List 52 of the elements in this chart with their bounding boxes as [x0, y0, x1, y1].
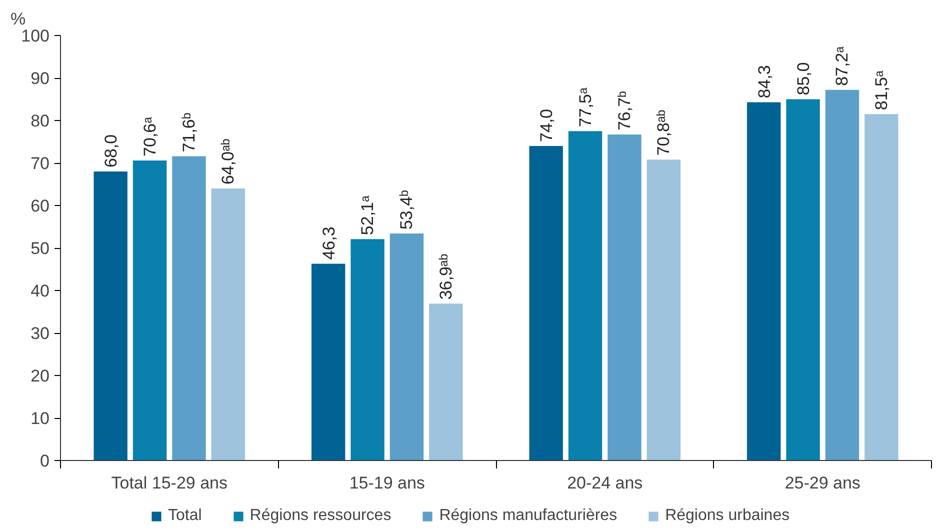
data-label: 46,3 — [319, 226, 338, 260]
bar — [172, 156, 206, 460]
data-label: 68,0 — [102, 134, 121, 168]
data-label: 77,5ᵃ — [576, 87, 595, 128]
data-label: 81,5ᵃ — [872, 70, 891, 110]
bar — [94, 172, 128, 460]
bar — [568, 131, 602, 460]
legend-label: Régions manufacturières — [439, 507, 618, 525]
y-axis-title: % — [10, 10, 26, 28]
bar — [746, 102, 781, 460]
data-label: 64,0ᵃᵇ — [218, 138, 238, 184]
data-label: 71,6ᵇ — [179, 112, 198, 152]
bar — [390, 234, 424, 460]
data-label: 76,7ᵇ — [614, 91, 634, 131]
x-tick-label: 20-24 ans — [567, 474, 643, 492]
data-label: 87,2ᵃ — [832, 46, 852, 86]
bar — [429, 304, 463, 460]
bar — [786, 99, 820, 460]
data-label: 53,4ᵇ — [397, 190, 416, 230]
y-tick-label: 70 — [30, 154, 50, 173]
y-tick-label: 0 — [40, 452, 50, 470]
bar — [646, 160, 681, 460]
legend-label: Total — [168, 507, 202, 525]
bar — [529, 146, 563, 460]
x-tick-label: 15-19 ans — [349, 474, 425, 492]
y-tick-label: 30 — [30, 324, 50, 343]
y-tick-label: 60 — [30, 196, 50, 216]
bar — [864, 114, 898, 460]
data-label: 74,0 — [537, 108, 556, 142]
y-tick-label: 90 — [30, 69, 50, 88]
legend-label: Régions urbaines — [665, 507, 790, 525]
legend-label: Régions ressources — [250, 507, 392, 525]
y-tick-label: 50 — [30, 239, 50, 258]
y-tick-label: 80 — [30, 112, 50, 130]
data-label: 85,0 — [794, 62, 814, 96]
bar — [132, 160, 167, 460]
data-label: 36,9ᵃᵇ — [436, 254, 456, 300]
x-tick-label: Total 15-29 ans — [111, 474, 228, 492]
data-label: 52,1ᵃ — [358, 194, 378, 236]
bar — [350, 239, 384, 460]
y-tick-label: 100 — [21, 26, 50, 46]
y-tick-label: 10 — [30, 409, 50, 428]
bar — [211, 188, 246, 460]
data-label: 70,8ᵃᵇ — [654, 110, 674, 156]
x-tick-label: 25-29 ans — [784, 474, 860, 492]
bar — [311, 264, 346, 460]
data-label: 84,3 — [754, 65, 774, 98]
bar — [825, 90, 860, 460]
data-label: 70,6ᵃ — [140, 116, 160, 156]
y-tick-label: 20 — [30, 366, 50, 386]
bar — [608, 134, 642, 460]
y-tick-label: 40 — [30, 282, 50, 300]
